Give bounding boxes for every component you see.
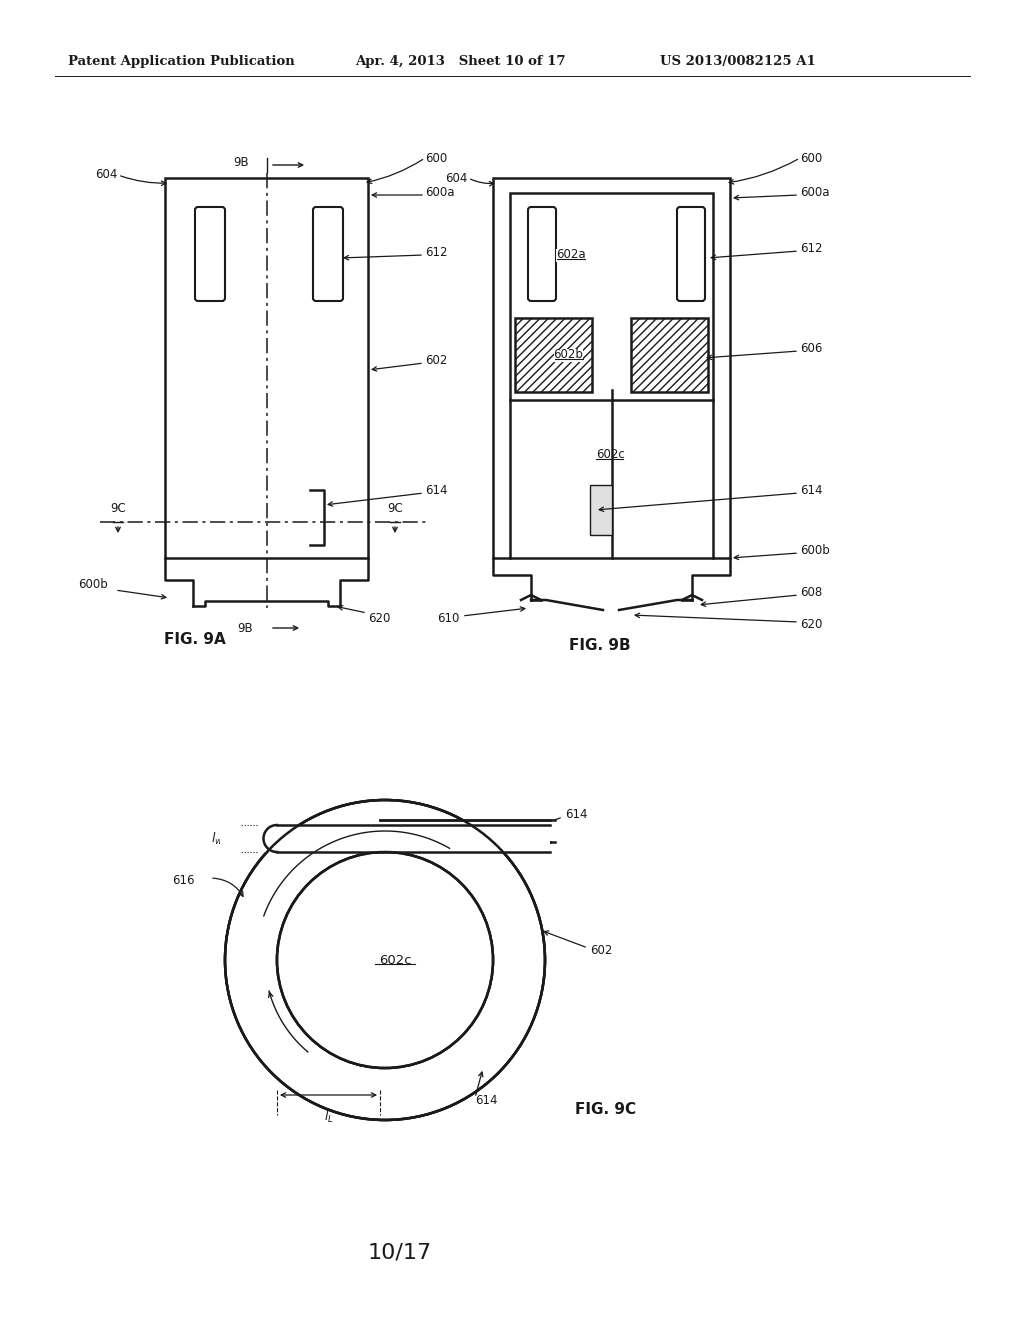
Text: US 2013/0082125 A1: US 2013/0082125 A1 (660, 55, 816, 69)
Bar (510, 193, 713, 400)
Text: 612: 612 (800, 242, 822, 255)
Bar (380, 820, 555, 842)
FancyBboxPatch shape (528, 207, 556, 301)
Text: 600: 600 (800, 152, 822, 165)
Bar (165, 178, 368, 558)
Text: 602a: 602a (556, 248, 586, 261)
FancyBboxPatch shape (677, 207, 705, 301)
Text: FIG. 9A: FIG. 9A (164, 632, 226, 648)
Text: 614: 614 (425, 483, 447, 496)
Text: 608: 608 (800, 586, 822, 598)
Bar (631, 318, 708, 392)
Text: 614: 614 (565, 808, 588, 821)
Text: 9C: 9C (111, 502, 126, 515)
Text: 600b: 600b (78, 578, 108, 591)
Bar (220, 825, 550, 851)
Text: 9B: 9B (238, 622, 253, 635)
Wedge shape (225, 800, 545, 1119)
Text: 600b: 600b (800, 544, 829, 557)
Text: 602: 602 (425, 354, 447, 367)
Text: 620: 620 (368, 611, 390, 624)
Circle shape (278, 851, 493, 1068)
Text: $l_L$: $l_L$ (324, 1109, 334, 1125)
Text: FIG. 9B: FIG. 9B (569, 638, 631, 652)
Text: 612: 612 (425, 246, 447, 259)
Text: 10/17: 10/17 (368, 1242, 432, 1262)
Text: 9C: 9C (387, 502, 402, 515)
Text: Apr. 4, 2013   Sheet 10 of 17: Apr. 4, 2013 Sheet 10 of 17 (355, 55, 565, 69)
Text: 602c: 602c (379, 953, 412, 966)
Text: FIG. 9C: FIG. 9C (575, 1102, 636, 1118)
Text: 600a: 600a (800, 186, 829, 198)
Text: 606: 606 (800, 342, 822, 355)
Text: 600a: 600a (425, 186, 455, 198)
Text: Patent Application Publication: Patent Application Publication (68, 55, 295, 69)
Text: 602b: 602b (554, 348, 584, 362)
Text: 604: 604 (445, 172, 468, 185)
Bar (590, 484, 612, 535)
Text: 602: 602 (590, 944, 612, 957)
Text: 616: 616 (172, 874, 195, 887)
Text: 614: 614 (475, 1093, 498, 1106)
Text: 610: 610 (437, 611, 460, 624)
Text: 614: 614 (800, 483, 822, 496)
FancyBboxPatch shape (313, 207, 343, 301)
Text: $l_w$: $l_w$ (211, 830, 223, 846)
Text: 600: 600 (425, 152, 447, 165)
Text: 620: 620 (800, 619, 822, 631)
Bar (515, 318, 592, 392)
Text: 602c: 602c (596, 449, 625, 462)
Text: 604: 604 (95, 169, 118, 181)
Text: 9B: 9B (233, 156, 249, 169)
Bar (493, 178, 730, 558)
FancyBboxPatch shape (195, 207, 225, 301)
